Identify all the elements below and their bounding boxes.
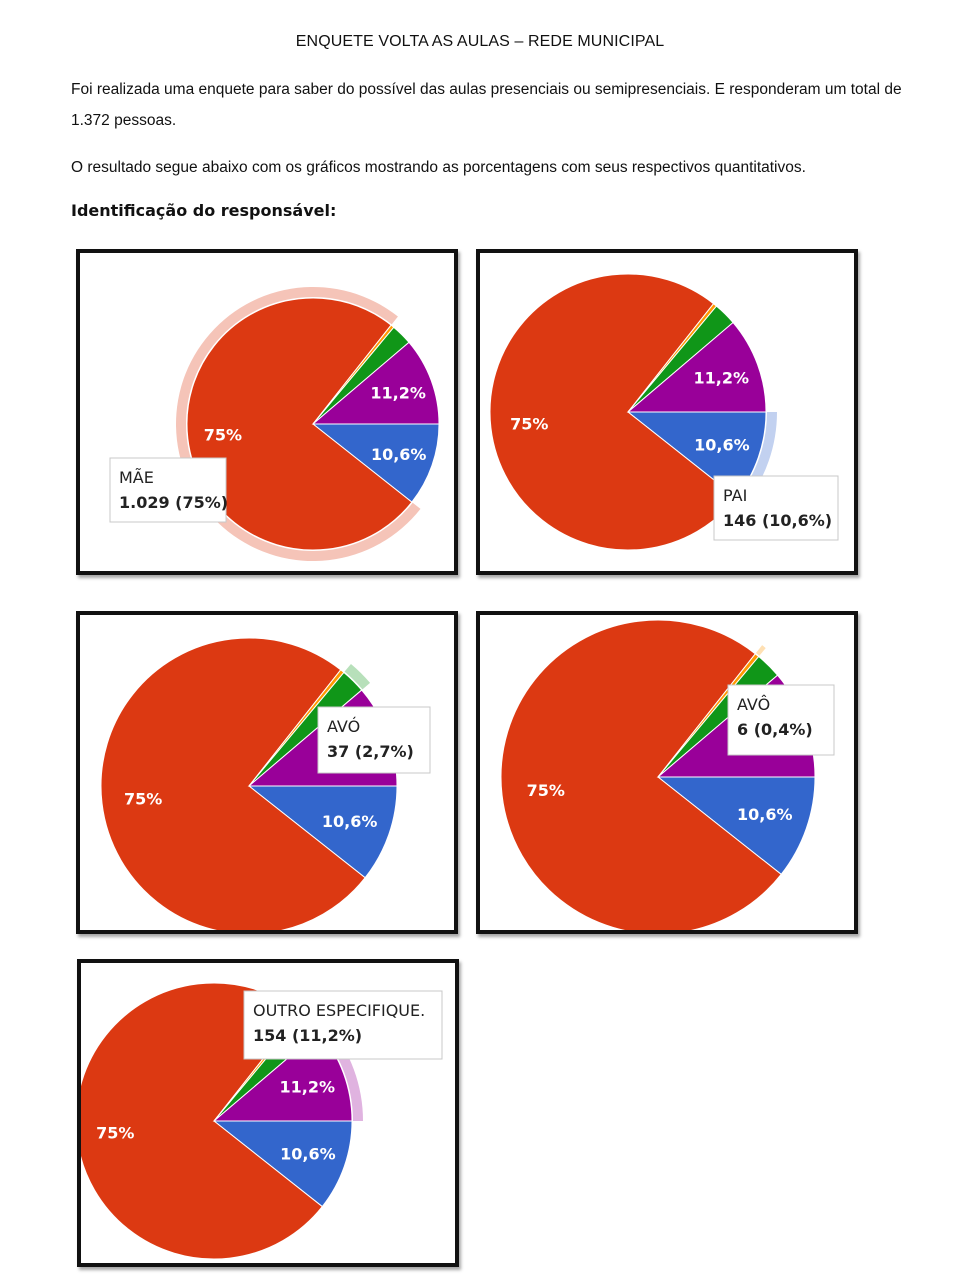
pie-slice-pai[interactable]: [311, 423, 440, 503]
document-title: ENQUETE VOLTA AS AULAS – REDE MUNICIPAL: [295, 33, 665, 50]
pie-slice-mae[interactable]: [500, 619, 782, 930]
tooltip-box: [243, 990, 443, 1060]
tooltip-value: 37 (2,7%): [327, 742, 414, 761]
highlight-ring-outro-especifique: [319, 1024, 363, 1121]
pie-chart-avo-female: 10,6% 75% AVÓ 37 (2,7%): [100, 637, 431, 930]
tooltip-category: MÃE: [119, 468, 154, 487]
intro-paragraph: Foi realizada uma enquete para saber do …: [71, 81, 902, 129]
chart-outro: 10,6% 75% 11,2% OUTRO ESPECIFIQUE. 154 (11,2…: [77, 959, 459, 1267]
tooltip-category: PAI: [723, 486, 747, 505]
slice-label-pai: 10,6%: [280, 1145, 336, 1164]
tooltip-category: AVÔ: [737, 695, 770, 714]
slice-label-mae: 75%: [204, 426, 242, 445]
highlight-ring-avo: [344, 663, 371, 690]
pie-slice-outro-especifique[interactable]: [626, 321, 767, 413]
section-heading: Identificação do responsável:: [71, 201, 337, 220]
chart-pai: 10,6% 75% 11,2% PAI 146 (10,6%): [476, 249, 858, 575]
slice-label-pai: 10,6%: [322, 812, 378, 831]
chart-avo-male: 10,6% 75% AVÔ 6 (0,4%): [476, 611, 858, 934]
pie-slice-pai[interactable]: [212, 1120, 353, 1208]
pie-chart-mae: 10,6% 75% 11,2% MÃE 1.029 (75%): [109, 286, 440, 561]
tooltip-value: 6 (0,4%): [737, 720, 813, 739]
slice-label-mae: 75%: [510, 415, 548, 434]
slice-label-mae: 75%: [124, 789, 162, 808]
tooltip: OUTRO ESPECIFIQUE. 154 (11,2%): [243, 990, 443, 1060]
pie-chart-avo-male: 10,6% 75% AVÔ 6 (0,4%): [500, 619, 835, 930]
highlight-ring-pai: [737, 412, 777, 505]
tooltip: MÃE 1.029 (75%): [109, 457, 228, 523]
slice-label-pai: 10,6%: [694, 436, 750, 455]
tooltip: AVÔ 6 (0,4%): [727, 684, 835, 756]
results-paragraph: O resultado segue abaixo com os gráficos…: [71, 159, 806, 176]
tooltip-box: [317, 706, 431, 774]
tooltip-value: 146 (10,6%): [723, 511, 832, 530]
slice-label-mae: 75%: [96, 1124, 134, 1143]
tooltip-category: AVÓ: [327, 717, 360, 736]
pie-slice-pai[interactable]: [247, 785, 398, 879]
tooltip: AVÓ 37 (2,7%): [317, 706, 431, 774]
chart-mae: 10,6% 75% 11,2% MÃE 1.029 (75%): [76, 249, 458, 575]
tooltip-value: 1.029 (75%): [119, 493, 228, 512]
pie-chart-outro: 10,6% 75% 11,2% OUTRO ESPECIFIQUE. 154 (11,2…: [81, 982, 443, 1260]
tooltip: PAI 146 (10,6%): [713, 475, 839, 541]
highlight-ring-avo: [755, 645, 766, 656]
tooltip-box: [713, 475, 839, 541]
tooltip-category: OUTRO ESPECIFIQUE.: [253, 1001, 425, 1020]
slice-label-outro-especifique: 11,2%: [370, 384, 426, 403]
chart-avo-female: 10,6% 75% AVÓ 37 (2,7%): [76, 611, 458, 934]
tooltip-box: [727, 684, 835, 756]
slice-label-pai: 10,6%: [737, 805, 793, 824]
pie-slice-outro-especifique[interactable]: [311, 341, 440, 425]
pie-chart-pai: 10,6% 75% 11,2% PAI 146 (10,6%): [489, 273, 839, 551]
pie-slice-pai[interactable]: [656, 776, 816, 876]
pie-slice-mae[interactable]: [186, 297, 413, 551]
pie-slice-mae[interactable]: [100, 637, 366, 930]
slice-label-mae: 75%: [527, 781, 565, 800]
pie-slice-mae[interactable]: [489, 273, 737, 551]
tooltip-value: 154 (11,2%): [253, 1026, 362, 1045]
slice-label-outro-especifique: 11,2%: [693, 369, 749, 388]
tooltip-box: [109, 457, 227, 523]
slice-label-pai: 10,6%: [371, 445, 427, 464]
slice-label-outro-especifique: 11,2%: [279, 1078, 335, 1097]
